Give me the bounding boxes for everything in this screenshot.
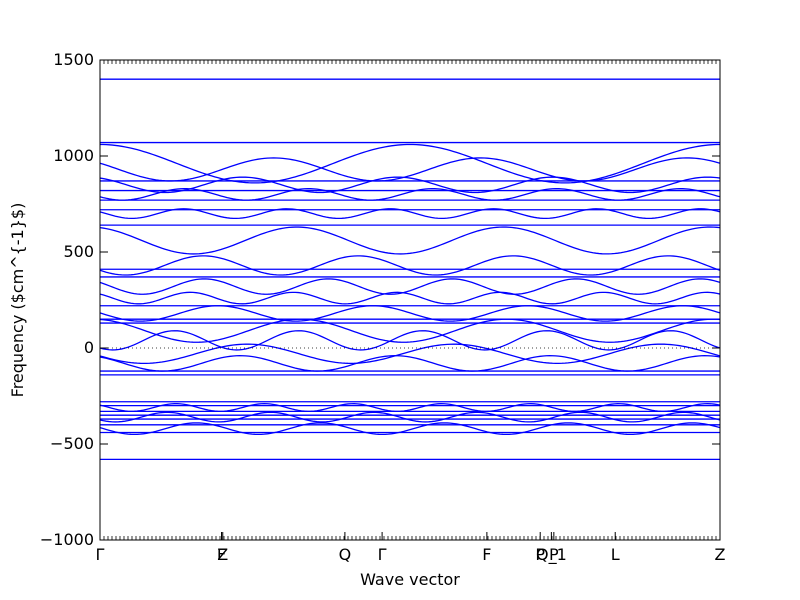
plot-frame (99, 59, 721, 541)
band-dispersive-9 (99, 305, 721, 322)
y-tick-label: 500 (63, 242, 94, 261)
band-dispersive-8 (99, 291, 721, 305)
y-tick-label: 1000 (53, 146, 94, 165)
x-tick-label: Γ (378, 545, 387, 564)
band-dispersive-4 (99, 208, 721, 220)
x-axis-label: Wave vector (360, 570, 460, 589)
y-axis-ticks: 1500 1000 500 0 −500 −1000 (40, 50, 720, 549)
band-dispersive-3 (99, 187, 721, 201)
x-tick-label: F (217, 545, 226, 564)
x-tick-label: P (535, 545, 545, 564)
band-dispersive-5 (99, 226, 721, 255)
band-dispersive-12 (99, 343, 721, 365)
band-dispersive-2 (99, 176, 721, 194)
y-tick-label: 1500 (53, 50, 94, 69)
band-dispersive-14 (99, 403, 721, 413)
x-tick-label: Z (715, 545, 726, 564)
band-dispersive-6 (99, 255, 721, 276)
x-axis-ticks: Γ FZ Q Γ F PQ_1P L Z (96, 60, 726, 565)
band-dispersive-13 (99, 355, 721, 372)
band-series (99, 78, 721, 461)
band-dispersive-1 (99, 157, 721, 182)
band-dispersive-7 (99, 278, 721, 295)
x-tick-label: P (549, 545, 559, 564)
y-axis-label: Frequency ($cm^{-1}$) (8, 203, 27, 398)
y-tick-label: 0 (84, 338, 94, 357)
band-dispersive-11 (99, 330, 721, 351)
x-tick-label: L (611, 545, 620, 564)
x-tick-label: Q (339, 545, 352, 564)
y-tick-label: −500 (50, 434, 94, 453)
x-tick-label: F (482, 545, 491, 564)
x-tick-label: Q_1 (536, 545, 567, 565)
y-tick-label: −1000 (40, 530, 94, 549)
band-dispersive-10 (99, 318, 721, 343)
x-tick-label: Z (217, 545, 228, 564)
x-tick-label: Γ (96, 545, 105, 564)
band-dispersive-15 (99, 411, 721, 423)
band-dispersive-16 (99, 422, 721, 436)
band-dispersive-0 (99, 143, 721, 184)
